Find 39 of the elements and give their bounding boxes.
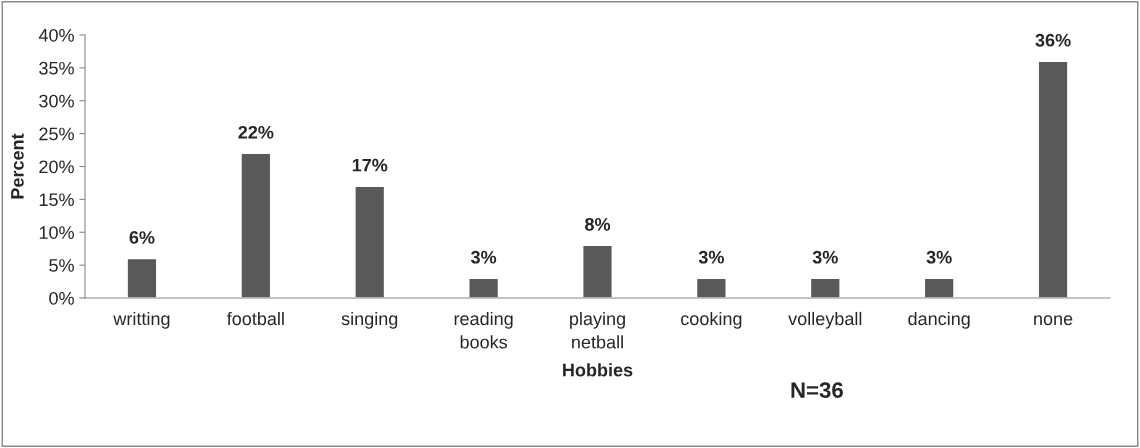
data-label: 22% [238,125,274,139]
bar [354,185,386,298]
x-tick-label: reading books [454,311,513,349]
data-label: 3% [812,250,838,264]
data-label: 6% [129,231,155,244]
x-tick-label: playing netball [570,311,625,349]
x-tick-label: football [226,311,284,326]
bar [923,277,955,298]
y-tick-label: 10% [39,226,74,239]
y-tick-label: 25% [39,127,74,141]
bar [240,152,272,298]
bar [1037,60,1069,298]
data-label: 36% [1035,33,1071,47]
y-tick-label: 35% [39,61,74,75]
y-tick-label: 0% [49,291,74,305]
text: N=36 [791,382,843,398]
y-tick-label: 30% [39,94,74,108]
y-tick-label: 5% [49,259,74,272]
data-label: 17% [352,158,388,172]
x-tick-label: cooking [681,311,742,329]
x-tick-label: volleyball [788,311,862,329]
data-label: 3% [698,250,724,264]
bar [809,277,841,298]
data-label: 3% [470,250,497,264]
y-axis-title: Percent [11,133,24,199]
data-label: 3% [926,250,952,264]
x-tick-label: dancing [908,311,970,329]
bar [695,277,727,298]
bar [126,257,158,298]
y-tick-label: 15% [39,193,74,207]
y-tick-label: 40% [38,28,74,42]
x-tick-label: writting [113,311,170,329]
data-label: 8% [585,217,611,231]
y-tick-label: 20% [39,160,74,174]
x-tick-label: singing [341,311,398,329]
x-axis-title: Hobbies [563,363,633,377]
x-tick-label: none [1034,315,1073,326]
bar [468,277,500,298]
bar [581,244,614,298]
